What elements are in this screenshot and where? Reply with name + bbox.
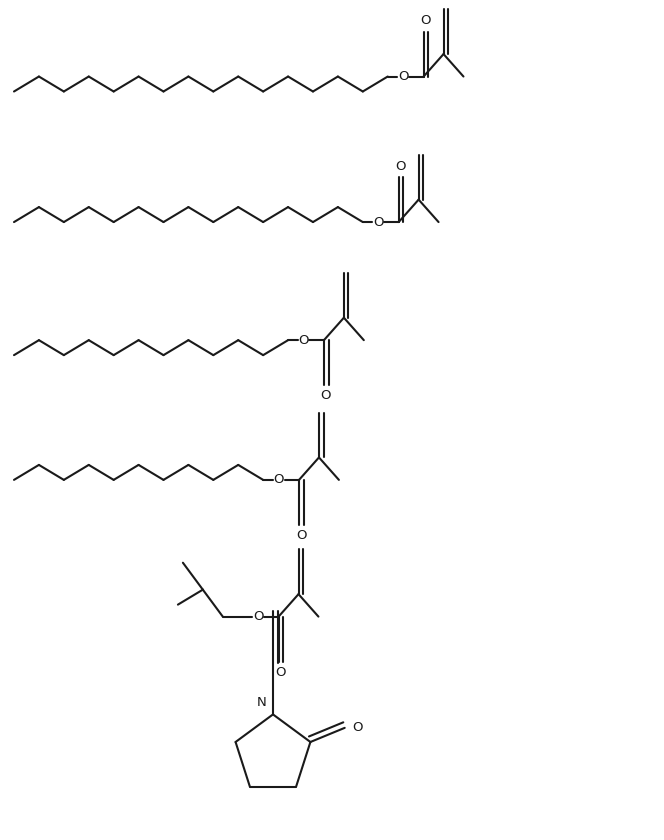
Text: O: O: [398, 70, 408, 83]
Text: O: O: [353, 722, 363, 734]
Text: O: O: [395, 160, 406, 173]
Text: O: O: [276, 665, 286, 679]
Text: O: O: [253, 610, 264, 623]
Text: O: O: [321, 389, 331, 402]
Text: O: O: [295, 529, 306, 542]
Text: O: O: [274, 474, 284, 486]
Text: N: N: [257, 696, 266, 710]
Text: O: O: [373, 216, 384, 228]
Text: O: O: [298, 333, 309, 347]
Text: O: O: [420, 14, 431, 28]
